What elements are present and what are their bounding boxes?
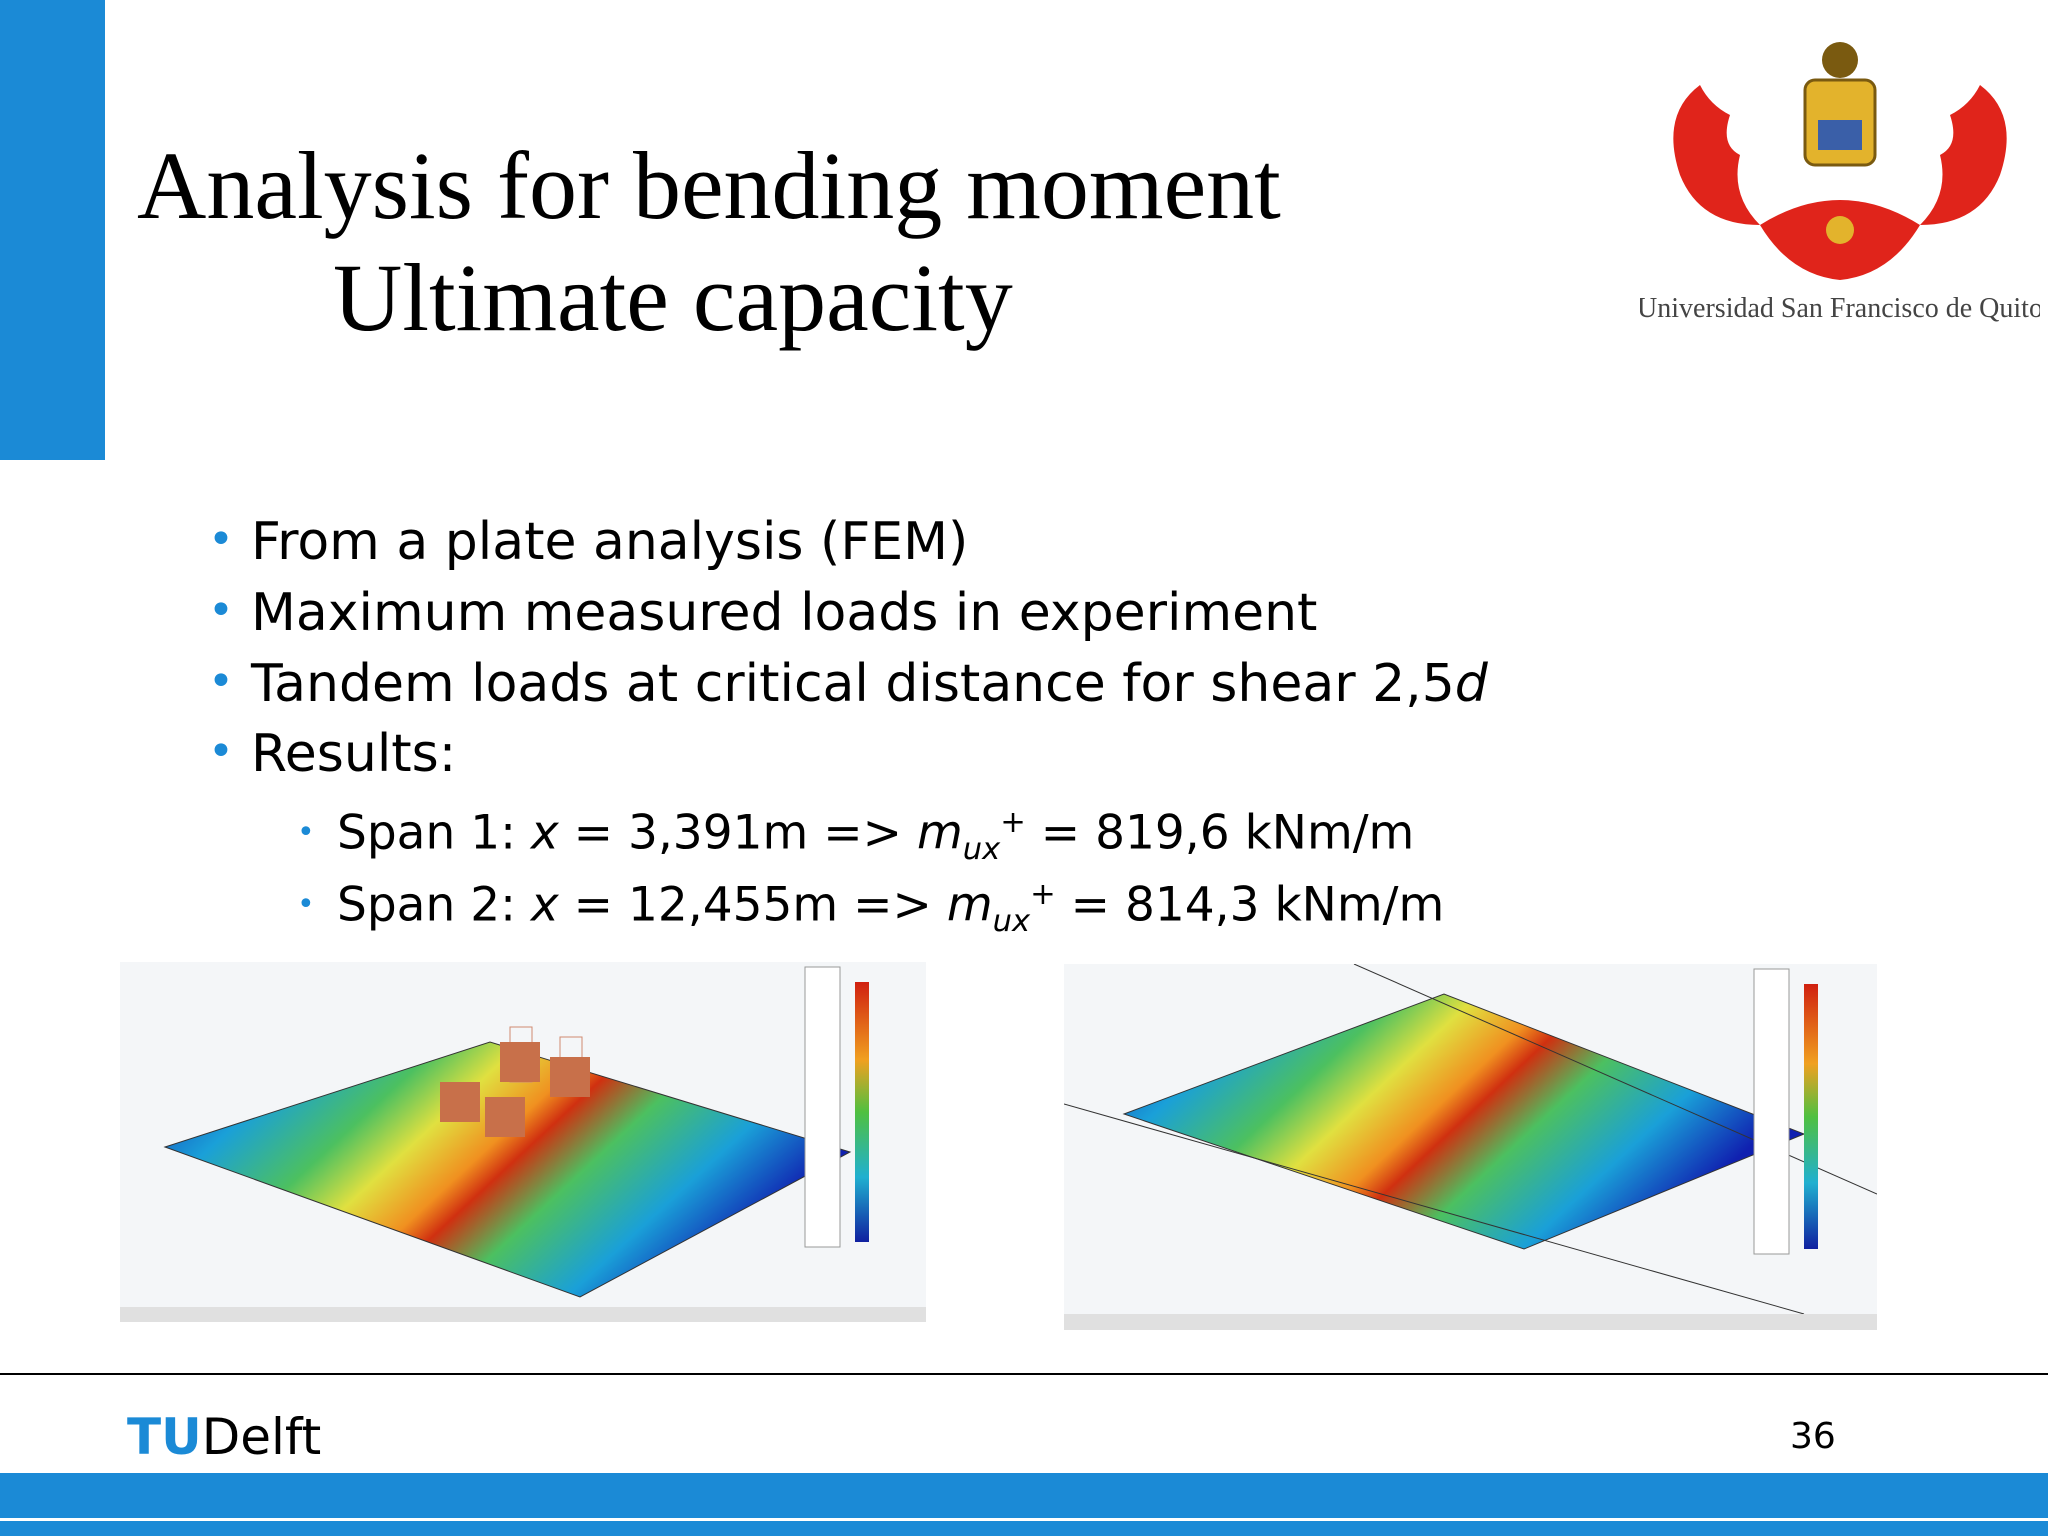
text-run: Span 1: xyxy=(337,805,531,861)
text-run: x xyxy=(530,805,559,861)
text-run: d xyxy=(1454,654,1488,714)
page-number: 36 xyxy=(1790,1416,1836,1457)
bullet-dot: • xyxy=(208,726,234,777)
text-run: m xyxy=(916,805,963,861)
text-run: From a plate analysis (FEM) xyxy=(251,512,969,572)
fem-result-image xyxy=(1064,964,1877,1330)
fem-result-image xyxy=(120,962,926,1322)
bullet-item: • Span 1: x = 3,391m => mux+ = 819,6 kNm/… xyxy=(297,805,1415,868)
text-run: Span 2: xyxy=(337,877,531,933)
bullet-dot: • xyxy=(208,514,234,565)
side-bar xyxy=(0,0,105,460)
bullet-item: • Results: xyxy=(208,728,456,780)
text-run: = 819,6 kNm/m xyxy=(1025,805,1415,861)
bullet-dot: • xyxy=(208,585,234,636)
bullet-item: • From a plate analysis (FEM) xyxy=(208,516,968,568)
text-run: x xyxy=(530,877,559,933)
tudelft-logo: TUDelft xyxy=(127,1412,321,1462)
bullet-dot: • xyxy=(297,815,315,850)
footer-band xyxy=(0,1473,2048,1536)
bullet-dot: • xyxy=(208,656,234,707)
bullet-item: • Tandem loads at critical distance for s… xyxy=(208,658,1488,710)
text-run: = 814,3 kNm/m xyxy=(1055,877,1445,933)
logo-delft: Delft xyxy=(201,1408,322,1466)
bullet-item: • Maximum measured loads in experiment xyxy=(208,587,1317,639)
text-run: = 12,455m => xyxy=(558,877,947,933)
footer-rule xyxy=(0,1373,2048,1375)
title-line: Ultimate capacity xyxy=(333,244,1013,351)
text-run: = 3,391m => xyxy=(558,805,917,861)
bullet-dot: • xyxy=(297,887,315,922)
text-run: m xyxy=(946,877,993,933)
bullet-item: • Span 2: x = 12,455m => mux+ = 814,3 kNm… xyxy=(297,877,1445,940)
logo-caption: Universidad San Francisco de Quito xyxy=(1640,293,2040,324)
text-run: + xyxy=(1000,805,1026,840)
title-line: Analysis for bending moment xyxy=(137,132,1281,239)
footer-stripe xyxy=(0,1518,2048,1521)
text-run: Results: xyxy=(251,724,457,784)
text-run: ux xyxy=(962,832,1001,868)
text-run: ux xyxy=(992,904,1031,940)
university-logo: Universidad San Francisco de Quito xyxy=(1640,42,2040,324)
text-run: Tandem loads at critical distance for sh… xyxy=(251,654,1455,714)
logo-tu: TU xyxy=(127,1408,202,1466)
text-run: Maximum measured loads in experiment xyxy=(251,583,1318,643)
text-run: + xyxy=(1030,877,1056,912)
